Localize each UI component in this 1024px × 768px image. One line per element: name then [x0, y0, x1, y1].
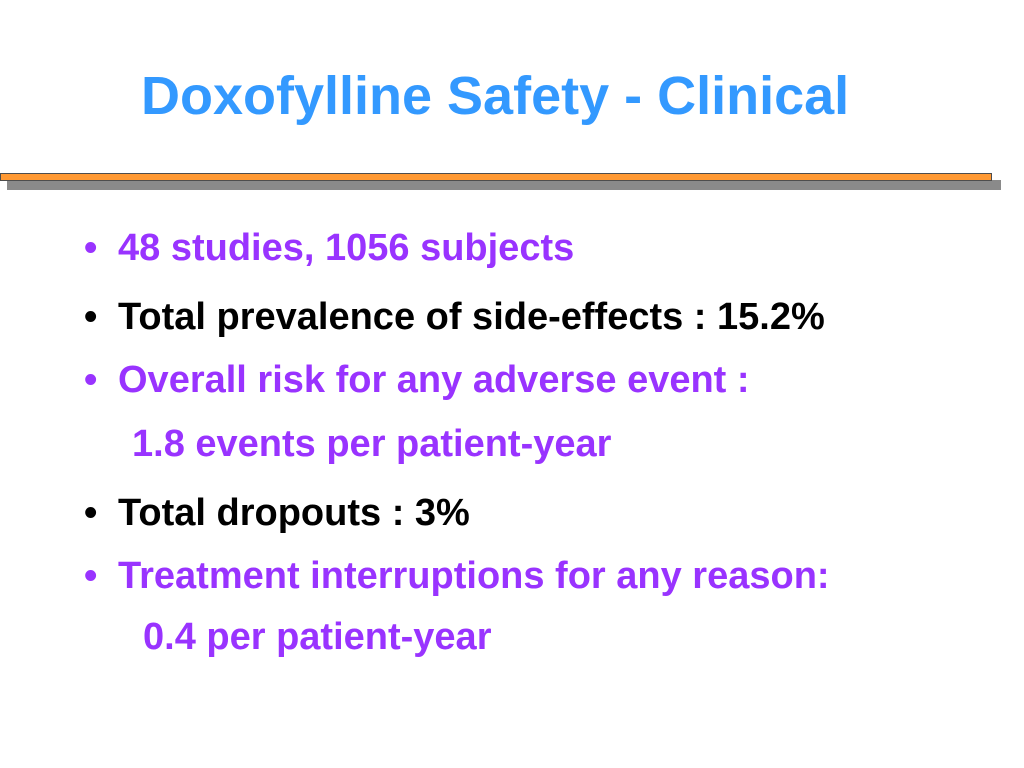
bullet-continuation-text: 0.4 per patient-year — [143, 616, 492, 658]
bullet-marker: • — [84, 492, 98, 534]
bullet-marker: • — [84, 296, 98, 338]
bullet-text: Total dropouts : 3% — [118, 492, 470, 534]
title-rule-shadow — [7, 180, 1001, 190]
bullet-marker: • — [84, 359, 98, 401]
bullet-marker: • — [84, 555, 98, 597]
slide-title: Doxofylline Safety - Clinical — [141, 66, 850, 126]
bullet-text: Treatment interruptions for any reason: — [118, 555, 830, 597]
bullet-text: Overall risk for any adverse event : — [118, 359, 750, 401]
title-rule — [0, 173, 992, 181]
bullet-marker: • — [84, 227, 98, 269]
bullet-text: Total prevalence of side-effects : 15.2% — [118, 296, 825, 338]
bullet-continuation-text: 1.8 events per patient-year — [132, 423, 612, 465]
bullet-text: 48 studies, 1056 subjects — [118, 227, 575, 269]
